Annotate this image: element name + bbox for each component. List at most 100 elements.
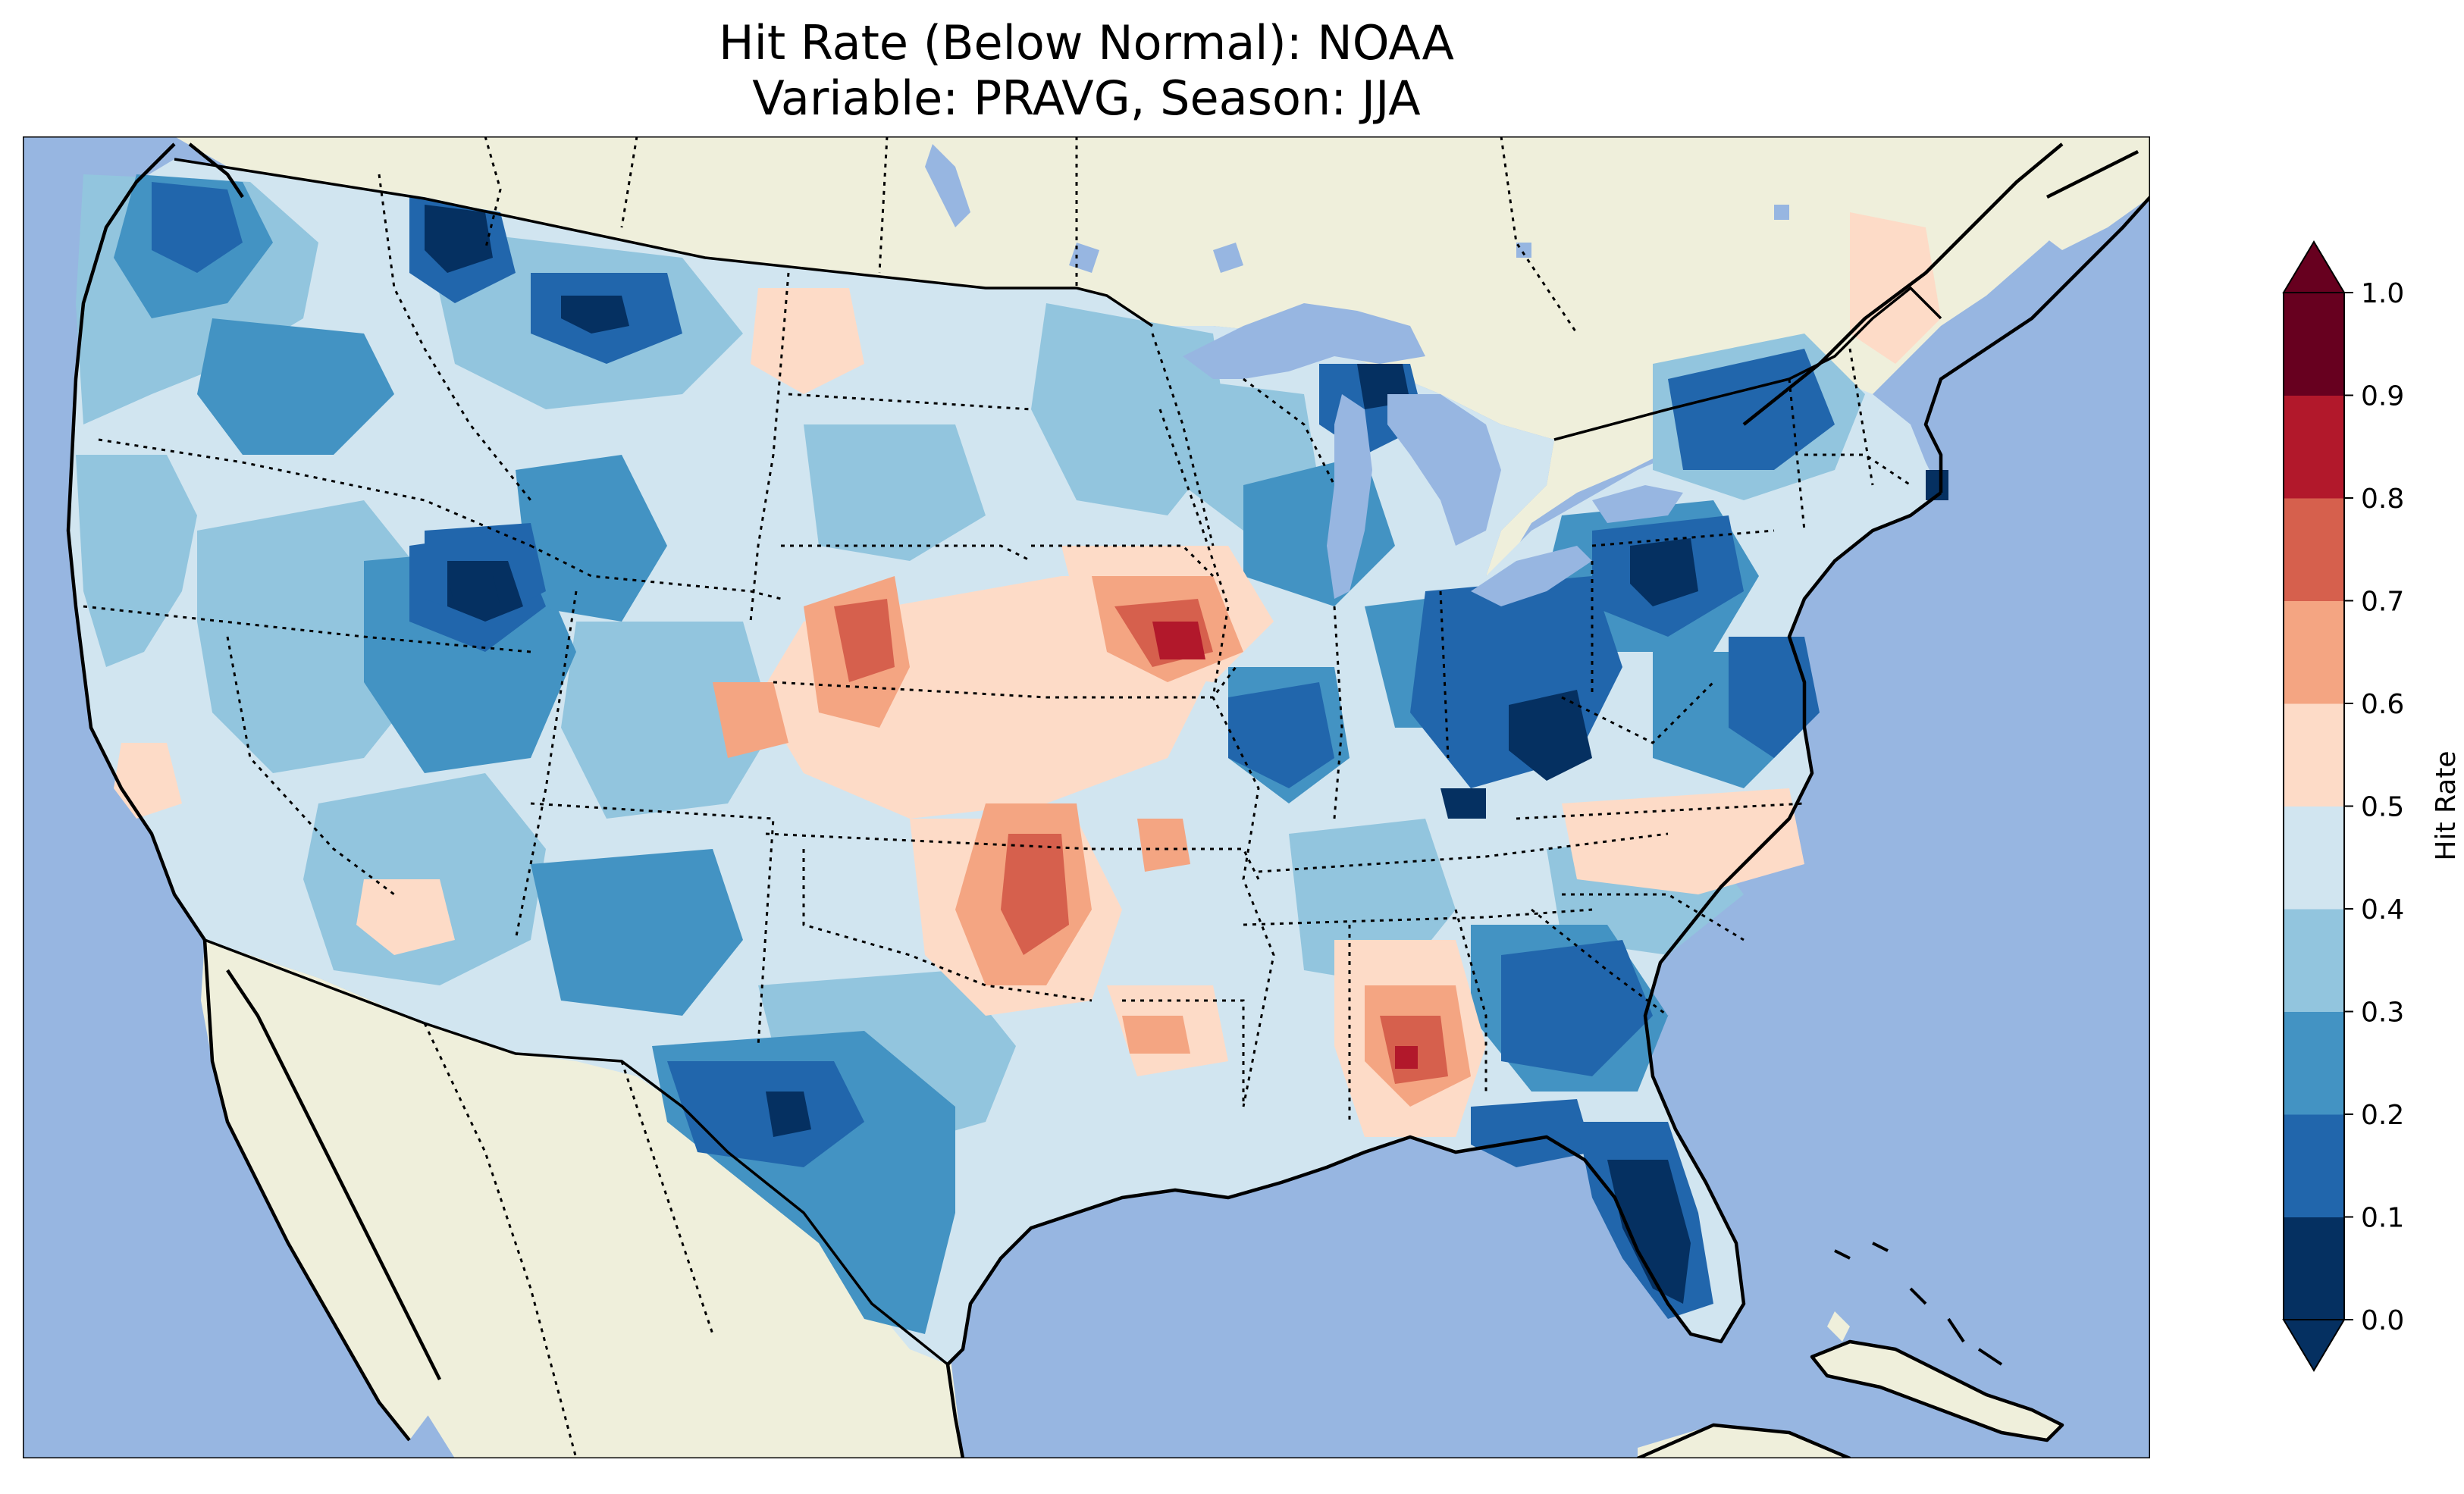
lake-winnipeg (925, 144, 970, 227)
blob-fl-panhandle-dark (1471, 1099, 1592, 1167)
blob-ok-orange (1001, 834, 1069, 955)
border-us-canada (174, 158, 1153, 327)
lake-nipigon (1213, 243, 1243, 273)
colorbar-bin (2284, 293, 2344, 396)
blob-or-mid (197, 318, 394, 455)
colorbar-tick-label: 0.5 (2361, 792, 2404, 823)
colorbar-bin (2284, 806, 2344, 910)
blob-ky-darkest (1440, 788, 1486, 819)
colorbar-bin (2284, 1011, 2344, 1115)
coast-mexico-gulf (945, 1364, 965, 1458)
blob-mo-salmon (1137, 819, 1190, 872)
blob-ga-dark (1501, 940, 1653, 1076)
blob-me-lightred (1850, 212, 1941, 364)
colorbar-bin (2284, 1114, 2344, 1217)
coast-canada-east (1923, 196, 2150, 493)
title-line-2: Variable: PRAVG, Season: JJA (752, 70, 1420, 126)
border-mo-ar (1092, 847, 1260, 880)
canada-lakes (925, 144, 1789, 273)
border-ny-vt (1788, 378, 1806, 531)
lake-erie (1471, 546, 1592, 606)
border-us-canada-east (1553, 286, 1942, 441)
colorbar-bin (2284, 498, 2344, 601)
border-ne-ks (773, 681, 1047, 699)
border-va-nc (1516, 802, 1805, 820)
island-1 (1834, 1249, 1851, 1260)
colorbar-tick-label: 0.3 (2361, 998, 2404, 1029)
colorbar-extend-over (2282, 240, 2346, 293)
border-pa-ny (1591, 529, 1775, 547)
colorbar-tick-label: 0.0 (2361, 1305, 2404, 1336)
lake-huron (1387, 394, 1501, 546)
colorbar-bin (2284, 1217, 2344, 1320)
blob-ne-orange (834, 599, 895, 682)
coast-west (66, 143, 206, 941)
colorbar-ticks: 0.0 0.1 0.2 0.3 0.4 0.5 0.6 0.7 0.8 0.9 1.0 (2344, 278, 2404, 1336)
blob-ohio-darkest (1509, 690, 1592, 781)
colorbar-bin (2284, 703, 2344, 807)
blob-tx-darkest (766, 1092, 811, 1137)
colorbar-bin (2284, 909, 2344, 1012)
border-wa-or (98, 438, 531, 547)
lake-michigan (1327, 394, 1372, 599)
blob-sd-light (804, 424, 986, 561)
colorbar-tick-label: 0.7 (2361, 587, 2404, 618)
hit-rate-blobs (76, 174, 1948, 1334)
cuba-land (1812, 1342, 2062, 1440)
blob-sc-lightred (1562, 788, 1804, 894)
border-new-england (1804, 453, 1911, 487)
coastlines (66, 143, 2150, 1458)
coast-baja (202, 939, 411, 1442)
lake-superior (1183, 303, 1425, 379)
border-wv-va (1561, 681, 1715, 744)
colorbar-tick-label: 0.6 (2361, 689, 2404, 720)
island-4 (1947, 1317, 1965, 1343)
border-id-mt (378, 174, 532, 501)
border-mexico-interior-1 (423, 1023, 578, 1458)
border-al-ga (1454, 909, 1487, 1092)
coast-mexico-gulf-of-california (226, 969, 442, 1381)
coast-cuba (1810, 1339, 2064, 1442)
border-sd-ne (781, 544, 1032, 562)
title-line-1: Hit Rate (Below Normal): NOAA (719, 15, 1454, 70)
colorbar-tick-label: 0.2 (2361, 1100, 2404, 1131)
blob-ut-mid (516, 455, 667, 622)
border-or-ca (83, 605, 531, 653)
blob-ar-salmon (1122, 1016, 1190, 1054)
blob-nm-mid (531, 849, 743, 1016)
border-in-oh (1439, 590, 1450, 759)
lake-small-2 (1774, 205, 1789, 220)
blob-va-dark (1729, 637, 1820, 758)
border-nc-sc (1562, 893, 1745, 941)
blob-ca-coast-light (76, 455, 197, 667)
lake-ontario (1592, 485, 1683, 523)
state-borders (83, 136, 1911, 1458)
blob-nd-lightred (751, 288, 864, 394)
coast-st-lawrence (1742, 143, 2064, 426)
blob-id-darkest (425, 205, 493, 273)
border-ga-sc (1531, 908, 1669, 1017)
colorbar-tick-label: 0.8 (2361, 484, 2404, 515)
border-nd-sd (788, 393, 1032, 411)
border-us-mexico (204, 938, 949, 1366)
border-mt-nd (749, 272, 790, 622)
colorbar-label: Hit Rate (2431, 750, 2462, 860)
island-3 (1909, 1287, 1927, 1305)
map-panel (23, 136, 2150, 1458)
border-ok-tx (802, 849, 1092, 1002)
blob-mt-darkest (561, 296, 629, 334)
blob-co-salmon (713, 682, 788, 758)
blob-pa-darkest (1630, 538, 1698, 606)
border-canada-interior-1 (484, 136, 502, 251)
blob-il-dark (1228, 682, 1334, 788)
bahamas-islands (1834, 1242, 2003, 1366)
coast-vancouver-island (188, 143, 244, 199)
colorbar-tick-label: 0.1 (2361, 1203, 2404, 1234)
border-ca-nv (226, 636, 395, 896)
border-mi-wi (1243, 377, 1336, 486)
border-mexico-interior-2 (620, 1060, 714, 1335)
colorbar-bin (2284, 600, 2344, 704)
canada-land (174, 136, 2150, 576)
colorbar-bins (2284, 293, 2344, 1320)
